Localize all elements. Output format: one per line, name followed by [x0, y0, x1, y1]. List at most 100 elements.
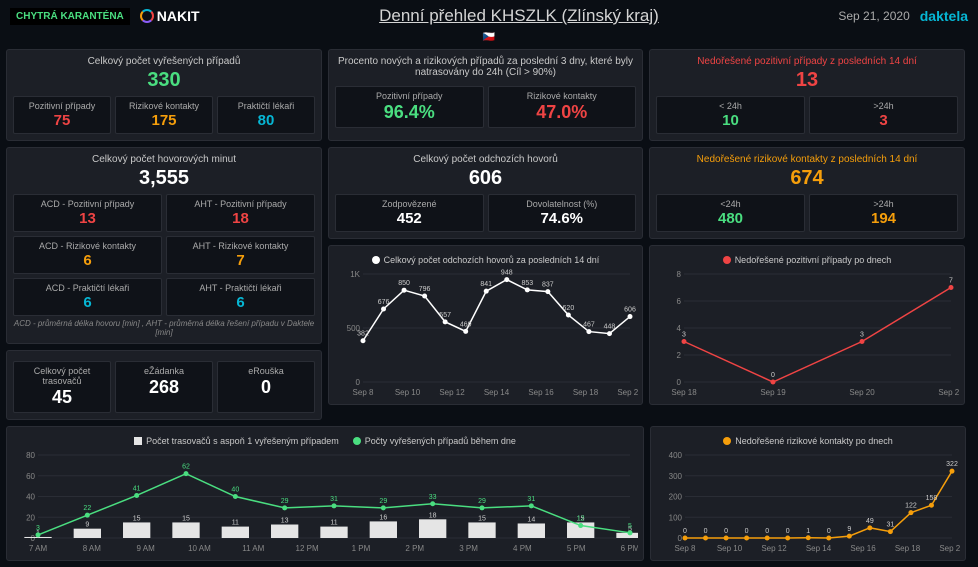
panel-call-minutes: Celkový počet hovorových minut 3,555 ACD…: [6, 147, 322, 344]
svg-text:14: 14: [527, 516, 535, 523]
label: Pozitivní případy: [340, 91, 479, 101]
svg-text:2: 2: [677, 351, 682, 360]
panel-unresolved-positive: Nedořešené pozitivní případy z posledníc…: [649, 49, 965, 141]
svg-text:Sep 12: Sep 12: [761, 544, 787, 553]
svg-text:382: 382: [357, 331, 369, 338]
svg-text:0: 0: [765, 528, 769, 535]
chart-calls-svg: 1K50003826768507965574698419488538376204…: [335, 268, 638, 398]
panel-title: Celkový počet hovorových minut: [13, 154, 315, 165]
svg-text:5: 5: [628, 523, 632, 530]
svg-text:448: 448: [604, 324, 616, 331]
svg-text:40: 40: [26, 493, 35, 502]
svg-text:467: 467: [583, 322, 595, 329]
svg-text:20: 20: [26, 513, 35, 522]
value: 47.0%: [493, 102, 632, 123]
svg-text:0: 0: [827, 528, 831, 535]
panel-chart-risk-days: Nedořešené rizikové kontakty po dnech 40…: [650, 426, 966, 561]
value: 80: [222, 112, 310, 129]
svg-text:60: 60: [26, 472, 35, 481]
svg-text:200: 200: [669, 493, 683, 502]
svg-text:676: 676: [378, 299, 390, 306]
svg-text:0: 0: [31, 534, 36, 543]
label: AHT - Praktičtí lékaři: [171, 283, 310, 293]
svg-text:16: 16: [379, 514, 387, 521]
legend-dot-icon: [723, 256, 731, 264]
value: 7: [171, 252, 310, 269]
panel-chart-tracers-hourly: Počet trasovačů s aspoň 1 vyřešeným příp…: [6, 426, 644, 561]
label: >24h: [814, 101, 953, 111]
legend-dot-icon: [353, 437, 361, 445]
svg-text:837: 837: [542, 282, 554, 289]
value: 0: [222, 377, 310, 398]
svg-text:29: 29: [478, 498, 486, 505]
svg-text:40: 40: [231, 487, 239, 494]
svg-text:948: 948: [501, 270, 513, 277]
svg-text:0: 0: [677, 378, 682, 387]
svg-text:6 PM: 6 PM: [621, 544, 638, 553]
label: AHT - Pozitivní případy: [171, 199, 310, 209]
svg-text:100: 100: [669, 513, 683, 522]
value: 268: [120, 377, 208, 398]
svg-text:0: 0: [678, 534, 683, 543]
logo-daktela: daktela: [920, 8, 968, 24]
svg-text:400: 400: [669, 451, 683, 460]
svg-text:Sep 20: Sep 20: [849, 388, 875, 397]
label: Celkový počet trasovačů: [18, 366, 106, 386]
chart-title: Celkový počet odchozích hovorů za posled…: [335, 252, 636, 268]
svg-text:31: 31: [330, 496, 338, 503]
svg-text:0: 0: [724, 528, 728, 535]
svg-text:8: 8: [677, 270, 682, 279]
svg-text:158: 158: [926, 495, 938, 502]
svg-text:29: 29: [281, 498, 289, 505]
svg-text:850: 850: [398, 280, 410, 287]
value: 6: [18, 252, 157, 269]
panel-title: Procento nových a rizikových případů za …: [335, 56, 636, 78]
label: ACD - Pozitivní případy: [18, 199, 157, 209]
value: 3: [814, 112, 953, 129]
svg-text:0: 0: [704, 528, 708, 535]
label: <24h: [661, 199, 800, 209]
svg-text:322: 322: [946, 461, 958, 468]
total: 606: [335, 167, 636, 190]
svg-text:9 AM: 9 AM: [137, 544, 156, 553]
svg-text:Sep 19: Sep 19: [760, 388, 786, 397]
svg-text:Sep 18: Sep 18: [671, 388, 697, 397]
label: ACD - Rizikové kontakty: [18, 241, 157, 251]
panel-chart-calls-14d: Celkový počet odchozích hovorů za posled…: [328, 245, 643, 405]
svg-text:Sep 18: Sep 18: [573, 388, 599, 397]
svg-text:Sep 20: Sep 20: [939, 544, 960, 553]
svg-text:9: 9: [847, 526, 851, 533]
svg-text:29: 29: [379, 498, 387, 505]
panel-title: Nedořešené pozitivní případy z posledníc…: [656, 56, 958, 67]
chart-positive-svg: 864203037Sep 18Sep 19Sep 20Sep 21: [656, 268, 959, 398]
svg-text:Sep 8: Sep 8: [675, 544, 696, 553]
svg-text:31: 31: [527, 496, 535, 503]
logo-chytra: CHYTRÁ KARANTÉNA: [10, 8, 130, 25]
svg-text:0: 0: [356, 378, 361, 387]
svg-text:41: 41: [133, 485, 141, 492]
svg-text:9: 9: [85, 522, 89, 529]
svg-text:Sep 21: Sep 21: [938, 388, 959, 397]
panel-unresolved-risk: Nedořešené rizikové kontakty z posledníc…: [649, 147, 965, 239]
svg-text:49: 49: [866, 518, 874, 525]
legend-dot-icon: [372, 256, 380, 264]
svg-text:0: 0: [745, 528, 749, 535]
svg-text:15: 15: [478, 515, 486, 522]
svg-text:31: 31: [886, 522, 894, 529]
chart-risk-svg: 40030020010000000001094931122158322Sep 8…: [657, 449, 960, 554]
panel-title: Celkový počet odchozích hovorů: [335, 154, 636, 165]
svg-text:15: 15: [182, 515, 190, 522]
svg-text:12 PM: 12 PM: [296, 544, 319, 553]
value: 175: [120, 112, 208, 129]
chart-title: Nedořešené pozitivní případy po dnech: [656, 252, 958, 268]
chart-title: Počet trasovačů s aspoň 1 vyřešeným příp…: [13, 433, 637, 449]
svg-text:8 AM: 8 AM: [83, 544, 102, 553]
header: CHYTRÁ KARANTÉNA NAKIT Denní přehled KHS…: [0, 0, 978, 32]
svg-text:1: 1: [806, 528, 810, 535]
svg-text:3 PM: 3 PM: [459, 544, 478, 553]
svg-text:3: 3: [36, 525, 40, 532]
svg-text:853: 853: [521, 280, 533, 287]
svg-text:80: 80: [26, 451, 35, 460]
svg-text:11: 11: [232, 520, 239, 527]
svg-text:469: 469: [460, 321, 472, 328]
